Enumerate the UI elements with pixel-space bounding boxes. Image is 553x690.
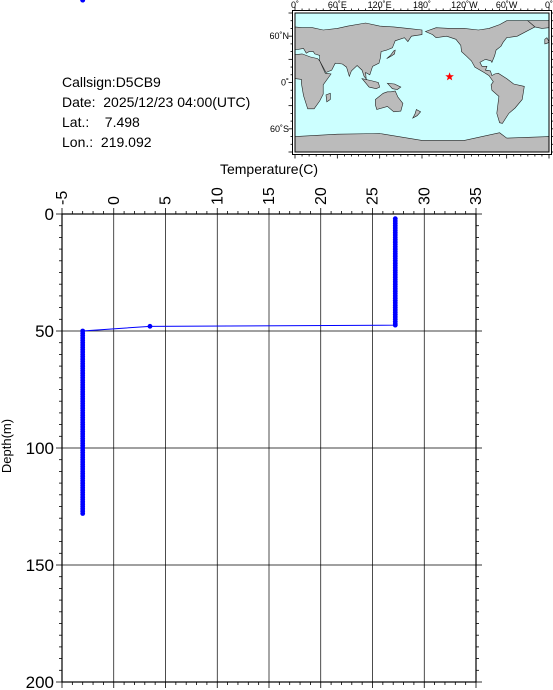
land-mass bbox=[295, 53, 332, 110]
map-lon-label: 0˚ bbox=[291, 0, 299, 10]
y-tick-label: 50 bbox=[35, 322, 54, 341]
x-axis-label: Temperature(C) bbox=[220, 161, 318, 177]
map-lon-label: 0˚ bbox=[545, 0, 553, 10]
x-tick-label: 15 bbox=[261, 187, 278, 205]
land-mass bbox=[375, 90, 404, 113]
station-info: Callsign:D5CB9 Date: 2025/12/23 04:00(UT… bbox=[62, 72, 250, 152]
land-mass bbox=[386, 49, 396, 59]
x-tick-label: 35 bbox=[468, 187, 485, 205]
profile-point bbox=[80, 0, 86, 3]
map-frame bbox=[294, 12, 550, 153]
y-tick-label: 100 bbox=[26, 439, 54, 458]
profile-point bbox=[80, 511, 86, 516]
date-text: Date: 2025/12/23 04:00(UTC) bbox=[62, 94, 251, 110]
map-lat-label: 60˚N bbox=[269, 31, 289, 41]
land-mass bbox=[295, 132, 549, 152]
map-lon-label: 120˚E bbox=[368, 0, 392, 10]
x-tick-label: 25 bbox=[365, 187, 382, 205]
map-lat-label: 60˚S bbox=[270, 124, 289, 134]
map-lon-label: 180˚ bbox=[413, 0, 431, 10]
x-tick-label: 30 bbox=[416, 187, 433, 205]
profile-line bbox=[82, 218, 396, 514]
longitude-text: Lon.: 219.092 bbox=[62, 134, 152, 150]
x-tick-label: 10 bbox=[209, 187, 226, 205]
latitude-text: Lat.: 7.498 bbox=[62, 114, 140, 130]
map-lon-label: 60˚E bbox=[328, 0, 347, 10]
profile-point bbox=[392, 322, 398, 328]
land-mass bbox=[325, 92, 331, 103]
land-mass bbox=[295, 22, 423, 82]
land-mass bbox=[412, 109, 422, 119]
chart-grid bbox=[61, 213, 477, 683]
x-tick-label: -5 bbox=[54, 191, 71, 205]
callsign-text: Callsign:D5CB9 bbox=[62, 74, 161, 90]
land-mass bbox=[544, 37, 549, 45]
map-lon-label: 60˚W bbox=[496, 0, 518, 10]
y-tick-label: 200 bbox=[26, 673, 54, 690]
map-lat-label: 0˚ bbox=[281, 78, 289, 88]
land-mass bbox=[361, 78, 381, 90]
land-mass bbox=[527, 20, 549, 29]
y-tick-label: 0 bbox=[45, 205, 54, 224]
profile-point bbox=[147, 323, 153, 329]
star-icon bbox=[445, 72, 454, 81]
map-lon-label: 120˚W bbox=[451, 0, 478, 10]
x-tick-label: 0 bbox=[106, 196, 123, 205]
x-tick-label: 20 bbox=[313, 187, 330, 205]
y-tick-label: 150 bbox=[26, 556, 54, 575]
map-land bbox=[295, 20, 549, 152]
x-tick-label: 5 bbox=[158, 196, 175, 205]
y-axis-label: Depth(m) bbox=[0, 419, 14, 473]
land-mass bbox=[386, 82, 402, 90]
